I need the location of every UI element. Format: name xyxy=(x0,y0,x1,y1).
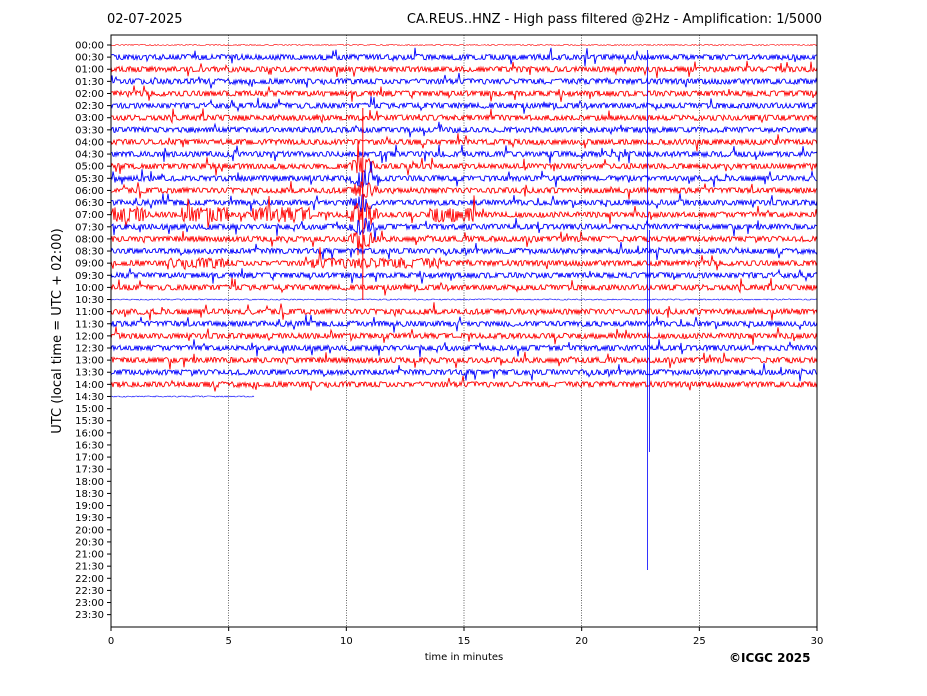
y-tick-label: 02:00 xyxy=(75,89,104,100)
y-tick-label: 04:30 xyxy=(75,150,104,161)
y-tick-label: 05:00 xyxy=(75,162,104,173)
y-tick-label: 07:30 xyxy=(75,222,104,233)
y-tick-label: 19:00 xyxy=(75,501,104,512)
y-tick-label: 12:30 xyxy=(75,344,104,355)
y-tick-label: 02:30 xyxy=(75,101,104,112)
trace-row-1300 xyxy=(110,351,818,370)
y-tick-label: 13:00 xyxy=(75,356,104,367)
trace-row-1130 xyxy=(110,314,818,333)
trace-row-0830 xyxy=(110,241,818,261)
y-tick-label: 18:30 xyxy=(75,489,104,500)
y-tick-label: 09:30 xyxy=(75,271,104,282)
y-tick-label: 10:00 xyxy=(75,283,104,294)
y-tick-label: 18:00 xyxy=(75,477,104,488)
y-tick-label: 08:30 xyxy=(75,247,104,258)
y-tick-label: 01:30 xyxy=(75,77,104,88)
trace-row-0430 xyxy=(110,144,818,164)
y-tick-label: 22:00 xyxy=(75,574,104,585)
copyright-label: ©ICGC 2025 xyxy=(729,651,811,665)
y-tick-label: 21:00 xyxy=(75,550,104,561)
trace-row-1330 xyxy=(110,363,818,382)
y-ticks: 00:0000:3001:0001:3002:0002:3003:0003:30… xyxy=(75,41,111,621)
trace-row-0930 xyxy=(110,268,818,284)
y-tick-label: 23:00 xyxy=(75,598,104,609)
y-tick-label: 05:30 xyxy=(75,174,104,185)
y-tick-label: 09:00 xyxy=(75,259,104,270)
y-tick-label: 12:00 xyxy=(75,331,104,342)
y-tick-label: 03:30 xyxy=(75,125,104,136)
trace-row-0330 xyxy=(110,121,818,138)
x-tick-label: 30 xyxy=(811,636,824,647)
y-tick-label: 15:00 xyxy=(75,404,104,415)
x-tick-label: 10 xyxy=(340,636,353,647)
chart-title: CA.REUS..HNZ - High pass filtered @2Hz -… xyxy=(406,12,822,27)
trace-row-0700 xyxy=(110,195,818,230)
y-tick-label: 11:30 xyxy=(75,319,104,330)
y-axis-label: UTC (local time = UTC + 02:00) xyxy=(50,228,65,433)
trace-row-0230 xyxy=(110,96,818,114)
y-tick-label: 20:30 xyxy=(75,537,104,548)
grid-layer xyxy=(228,35,700,627)
y-tick-label: 20:00 xyxy=(75,525,104,536)
y-tick-label: 19:30 xyxy=(75,513,104,524)
y-tick-label: 17:30 xyxy=(75,465,104,476)
y-tick-label: 03:00 xyxy=(75,113,104,124)
y-tick-label: 13:30 xyxy=(75,368,104,379)
y-tick-label: 00:00 xyxy=(75,41,104,52)
y-tick-label: 17:00 xyxy=(75,453,104,464)
y-tick-label: 16:00 xyxy=(75,428,104,439)
y-tick-label: 14:30 xyxy=(75,392,104,403)
y-tick-label: 10:30 xyxy=(75,295,104,306)
y-tick-label: 23:30 xyxy=(75,610,104,621)
y-tick-label: 15:30 xyxy=(75,416,104,427)
y-tick-label: 04:00 xyxy=(75,137,104,148)
trace-row-0400 xyxy=(110,133,818,152)
y-tick-label: 11:00 xyxy=(75,307,104,318)
y-tick-label: 00:30 xyxy=(75,53,104,64)
y-tick-label: 16:30 xyxy=(75,440,104,451)
x-tick-label: 15 xyxy=(458,636,471,647)
x-tick-label: 25 xyxy=(693,636,706,647)
x-axis-label: time in minutes xyxy=(425,652,504,663)
x-ticks: 0 5 10 15 20 25 30 xyxy=(108,627,824,647)
y-tick-label: 22:30 xyxy=(75,586,104,597)
trace-row-1030 xyxy=(110,298,818,301)
date-label: 02-07-2025 xyxy=(107,12,183,27)
y-tick-label: 21:30 xyxy=(75,562,104,573)
y-tick-label: 06:30 xyxy=(75,198,104,209)
x-tick-label: 0 xyxy=(108,636,114,647)
x-tick-label: 5 xyxy=(225,636,231,647)
trace-row-0130 xyxy=(110,72,818,89)
y-tick-label: 14:00 xyxy=(75,380,104,391)
y-tick-label: 06:00 xyxy=(75,186,104,197)
y-tick-label: 07:00 xyxy=(75,210,104,221)
y-tick-label: 08:00 xyxy=(75,234,104,245)
x-tick-label: 20 xyxy=(575,636,588,647)
trace-row-1430 xyxy=(110,395,255,398)
y-tick-label: 01:00 xyxy=(75,65,104,76)
